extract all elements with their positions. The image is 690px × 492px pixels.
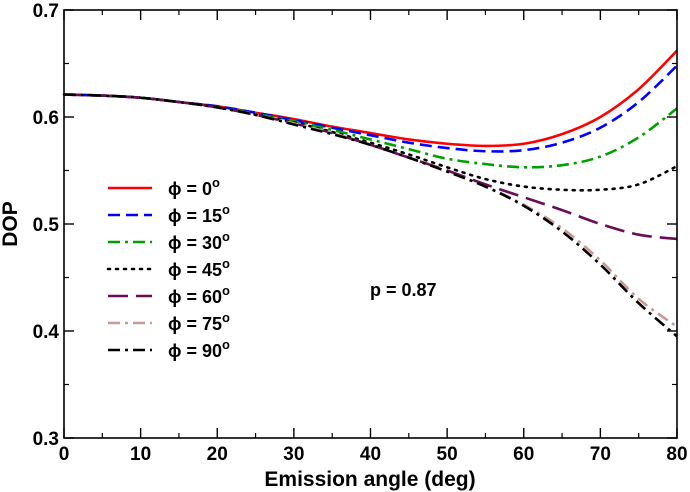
degree-sign: o xyxy=(222,256,230,271)
legend-label: ϕ = 15o xyxy=(168,202,230,226)
x-tick-label: 10 xyxy=(130,444,151,465)
x-tick-label: 20 xyxy=(207,444,228,465)
y-tick-label: 0.7 xyxy=(33,1,59,22)
degree-sign: o xyxy=(222,310,230,325)
series-line-phi-90 xyxy=(63,93,678,338)
degree-sign: o xyxy=(222,229,230,244)
degree-sign: o xyxy=(212,175,220,190)
legend-label: ϕ = 90o xyxy=(168,337,230,361)
y-tick-label: 0.3 xyxy=(33,429,59,450)
series-line-phi-15 xyxy=(63,64,678,153)
legend: ϕ = 0o ϕ = 15o ϕ = 30o ϕ = 45o ϕ = 60o ϕ = 75… xyxy=(106,175,230,361)
legend-label: ϕ = 45o xyxy=(168,256,230,280)
degree-sign: o xyxy=(222,283,230,298)
legend-label: ϕ = 75o xyxy=(168,310,230,334)
y-axis-label: DOP xyxy=(0,201,22,247)
x-tick-label: 0 xyxy=(59,444,70,465)
degree-sign: o xyxy=(222,337,230,352)
axis-ticks: 0 10 20 30 40 50 60 70 80 0.3 0.4 0.5 0.6 0.7 xyxy=(33,1,688,465)
series-line-phi-60 xyxy=(63,93,678,241)
series-line-phi-45 xyxy=(62,93,679,192)
x-tick-label: 40 xyxy=(360,444,381,465)
y-tick-label: 0.6 xyxy=(33,108,59,129)
x-tick-label: 50 xyxy=(437,444,458,465)
y-tick-label: 0.4 xyxy=(33,322,60,343)
plot-frame xyxy=(63,9,678,439)
x-tick-label: 30 xyxy=(283,444,304,465)
legend-label: ϕ = 0o xyxy=(168,175,220,199)
legend-label: ϕ = 60o xyxy=(168,283,230,307)
x-tick-label: 80 xyxy=(666,444,687,465)
legend-label: ϕ = 30o xyxy=(168,229,230,253)
series-lines xyxy=(62,49,679,338)
x-axis-label: Emission angle (deg) xyxy=(264,468,475,491)
x-tick-label: 60 xyxy=(513,444,534,465)
series-line-phi-30 xyxy=(63,93,678,169)
annotation-p-value: p = 0.87 xyxy=(370,280,437,300)
x-tick-label: 70 xyxy=(590,444,611,465)
y-tick-label: 0.5 xyxy=(33,215,60,236)
degree-sign: o xyxy=(222,202,230,217)
